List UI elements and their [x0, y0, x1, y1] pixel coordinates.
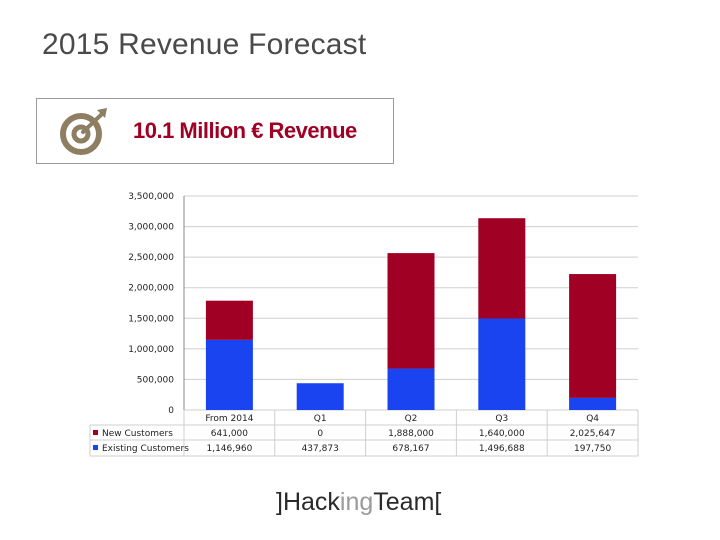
- table-cell-existing: 437,873: [302, 444, 339, 454]
- table-cell-existing: 1,146,960: [206, 444, 252, 454]
- x-category-label: Q2: [405, 414, 418, 424]
- table-cell-existing: 197,750: [574, 444, 611, 454]
- bar-new-q3: [478, 218, 526, 319]
- hackingteam-logo: ]HackingTeam[: [276, 488, 441, 517]
- slide-title: 2015 Revenue Forecast: [42, 28, 367, 61]
- table-cell-new: 641,000: [211, 429, 248, 439]
- bar-existing-q1: [296, 383, 344, 410]
- bar-existing-from-2014: [205, 339, 253, 410]
- bar-new-q2: [387, 253, 435, 369]
- y-tick-label: 3,000,000: [128, 223, 174, 233]
- y-tick-label: 0: [168, 406, 174, 416]
- x-category-label: Q3: [495, 414, 508, 424]
- headline-text: 10.1 Million € Revenue: [133, 118, 357, 143]
- table-cell-new: 0: [317, 429, 323, 439]
- y-tick-label: 2,500,000: [128, 253, 174, 263]
- legend-label-new: New Customers: [102, 429, 173, 439]
- legend-label-existing: Existing Customers: [102, 444, 189, 454]
- target-icon: [60, 108, 107, 155]
- headline-box: 10.1 Million € Revenue: [36, 98, 394, 164]
- legend-swatch-new: [93, 430, 98, 435]
- x-category-label: From 2014: [205, 414, 253, 424]
- bar-new-from-2014: [205, 300, 253, 340]
- logo-middle: ing: [339, 488, 374, 516]
- y-tick-label: 1,000,000: [128, 345, 174, 355]
- y-tick-label: 1,500,000: [128, 314, 174, 324]
- x-category-label: Q4: [586, 414, 599, 424]
- y-tick-label: 2,000,000: [128, 284, 174, 294]
- x-category-label: Q1: [314, 414, 327, 424]
- table-cell-new: 1,640,000: [479, 429, 525, 439]
- y-tick-label: 3,500,000: [128, 192, 174, 202]
- bar-existing-q3: [478, 318, 526, 410]
- y-tick-label: 500,000: [137, 375, 174, 385]
- legend-swatch-existing: [93, 445, 98, 450]
- bar-new-q4: [569, 274, 617, 398]
- table-cell-new: 1,888,000: [388, 429, 434, 439]
- table-cell-existing: 678,167: [392, 444, 429, 454]
- bar-existing-q2: [387, 368, 435, 410]
- table-cell-existing: 1,496,688: [479, 444, 525, 454]
- table-cell-new: 2,025,647: [570, 429, 616, 439]
- logo-prefix: ]Hack: [276, 488, 340, 516]
- logo-suffix: Team[: [373, 488, 442, 516]
- bar-existing-q4: [569, 397, 617, 410]
